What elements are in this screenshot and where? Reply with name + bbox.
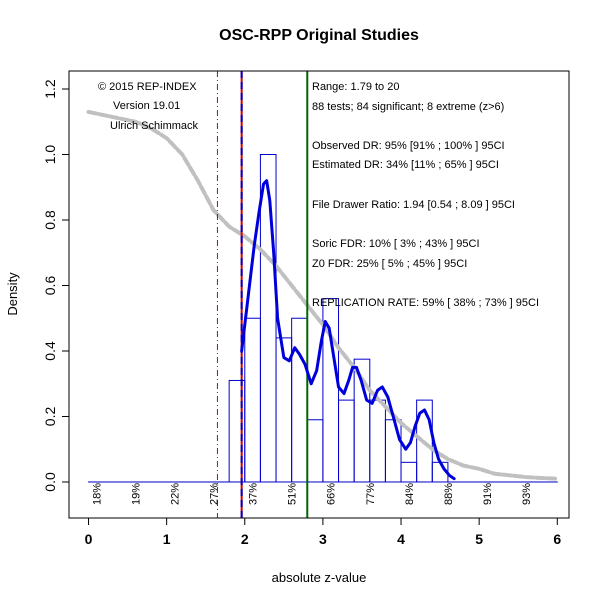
histogram-bar-6 (307, 420, 323, 482)
histogram-bar-3 (260, 155, 276, 482)
y-tick-label-0: 0.0 (42, 472, 58, 492)
x-tick-label-4: 4 (397, 531, 405, 547)
version-note: Version 19.01 (113, 100, 180, 112)
power-label-8: 84% (404, 483, 416, 505)
y-tick-label-4: 0.8 (42, 210, 58, 230)
file-drawer-note: File Drawer Ratio: 1.94 [0.54 ; 8.09 ] 9… (312, 199, 515, 211)
x-tick-label-3: 3 (319, 531, 327, 547)
x-axis-title: absolute z-value (272, 570, 367, 585)
y-tick-label-5: 1.0 (42, 145, 58, 165)
histogram-bar-8 (339, 400, 355, 482)
tests-note: 88 tests; 84 significant; 8 extreme (z>6… (312, 101, 504, 113)
power-label-4: 37% (248, 483, 260, 505)
power-label-9: 88% (443, 483, 455, 505)
x-tick-label-2: 2 (241, 531, 249, 547)
plot-frame (69, 71, 569, 518)
histogram-bar-11 (385, 420, 401, 482)
histogram-bar-2 (245, 318, 261, 482)
x-tick-label-1: 1 (163, 531, 171, 547)
power-label-3: 27% (209, 483, 221, 505)
power-label-6: 66% (326, 483, 338, 505)
soric-fdr-note: Soric FDR: 10% [ 3% ; 43% ] 95CI (312, 238, 480, 250)
power-label-0: 18% (91, 483, 103, 505)
power-label-5: 51% (287, 483, 299, 505)
power-label-11: 93% (521, 483, 533, 505)
z0-fdr-note: Z0 FDR: 25% [ 5% ; 45% ] 95CI (312, 258, 467, 270)
estimated-dr-note: Estimated DR: 34% [11% ; 65% ] 95CI (312, 159, 499, 171)
x-tick-label-0: 0 (85, 531, 93, 547)
x-tick-label-6: 6 (553, 531, 561, 547)
histogram-bar-5 (292, 318, 308, 482)
replication-rate-note: REPLICATION RATE: 59% [ 38% ; 73% ] 95CI (312, 297, 539, 309)
power-label-10: 91% (482, 483, 494, 505)
y-tick-label-1: 0.2 (42, 407, 58, 427)
x-tick-label-5: 5 (475, 531, 483, 547)
observed-dr-note: Observed DR: 95% [91% ; 100% ] 95CI (312, 140, 505, 152)
y-tick-label-2: 0.4 (42, 341, 58, 361)
histogram-bar-10 (370, 400, 386, 482)
chart-title: OSC-RPP Original Studies (219, 27, 419, 44)
histogram-bar-12 (401, 462, 417, 482)
y-tick-label-3: 0.6 (42, 276, 58, 296)
author-note: Ulrich Schimmack (110, 120, 199, 132)
observed-density-curve (242, 181, 455, 479)
range-note: Range: 1.79 to 20 (312, 81, 399, 93)
y-tick-label-6: 1.2 (42, 79, 58, 99)
power-label-2: 22% (169, 483, 181, 505)
y-axis-title: Density (5, 272, 20, 316)
power-label-7: 77% (365, 483, 377, 505)
copyright-note: © 2015 REP-INDEX (98, 81, 197, 93)
power-label-1: 19% (130, 483, 142, 505)
